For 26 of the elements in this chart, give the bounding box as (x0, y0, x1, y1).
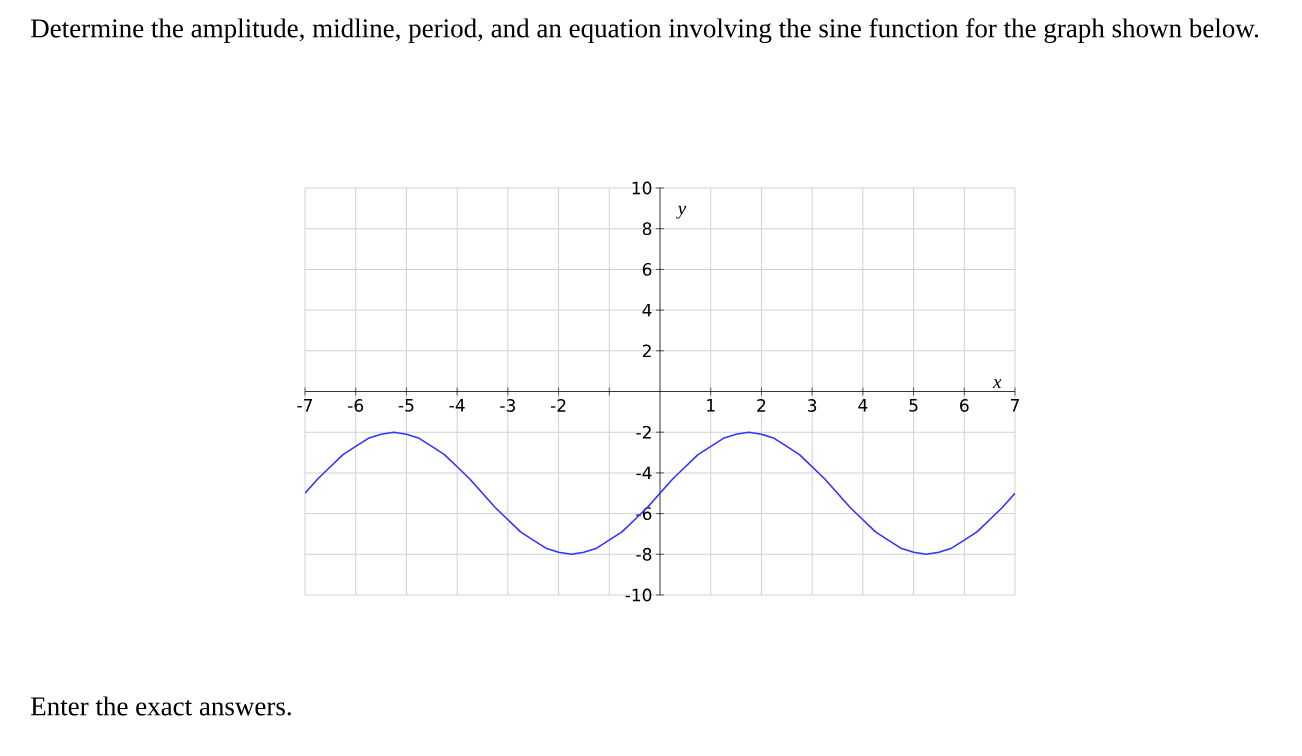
x-tick-label: -5 (398, 399, 414, 412)
x-tick-label: 7 (1010, 399, 1019, 412)
y-tick-label: -4 (636, 466, 652, 480)
x-tick-label: 4 (858, 399, 868, 412)
y-tick-label: 4 (642, 303, 652, 317)
x-tick-label: 5 (909, 399, 918, 412)
x-tick-label: -7 (297, 399, 313, 412)
x-tick-label: -2 (550, 399, 566, 412)
y-tick-label: -2 (636, 425, 651, 439)
x-tick-label: 1 (707, 399, 715, 412)
y-tick-label: -10 (625, 588, 652, 602)
x-tick-label: 3 (808, 399, 817, 412)
y-tick-label: 6 (642, 262, 652, 276)
y-tick-label: 2 (642, 344, 651, 358)
y-tick-label: -8 (636, 547, 652, 561)
x-tick-label: -6 (348, 399, 364, 412)
x-tick-label: 2 (757, 399, 766, 412)
y-tick-label: 10 (632, 181, 652, 195)
text: Enter the exact answers. (30, 696, 291, 716)
x-tick-label: -4 (449, 399, 465, 412)
chart-title: Determine the amplitude, midline, period, and an equation involving the sine function for the graph shown below. (30, 18, 1259, 44)
x-tick-label: -3 (500, 399, 515, 412)
y-axis-title: y (676, 205, 687, 219)
x-tick-label: 6 (960, 399, 969, 412)
y-tick-label: 8 (642, 222, 652, 236)
x-axis-title: x (992, 379, 1002, 388)
